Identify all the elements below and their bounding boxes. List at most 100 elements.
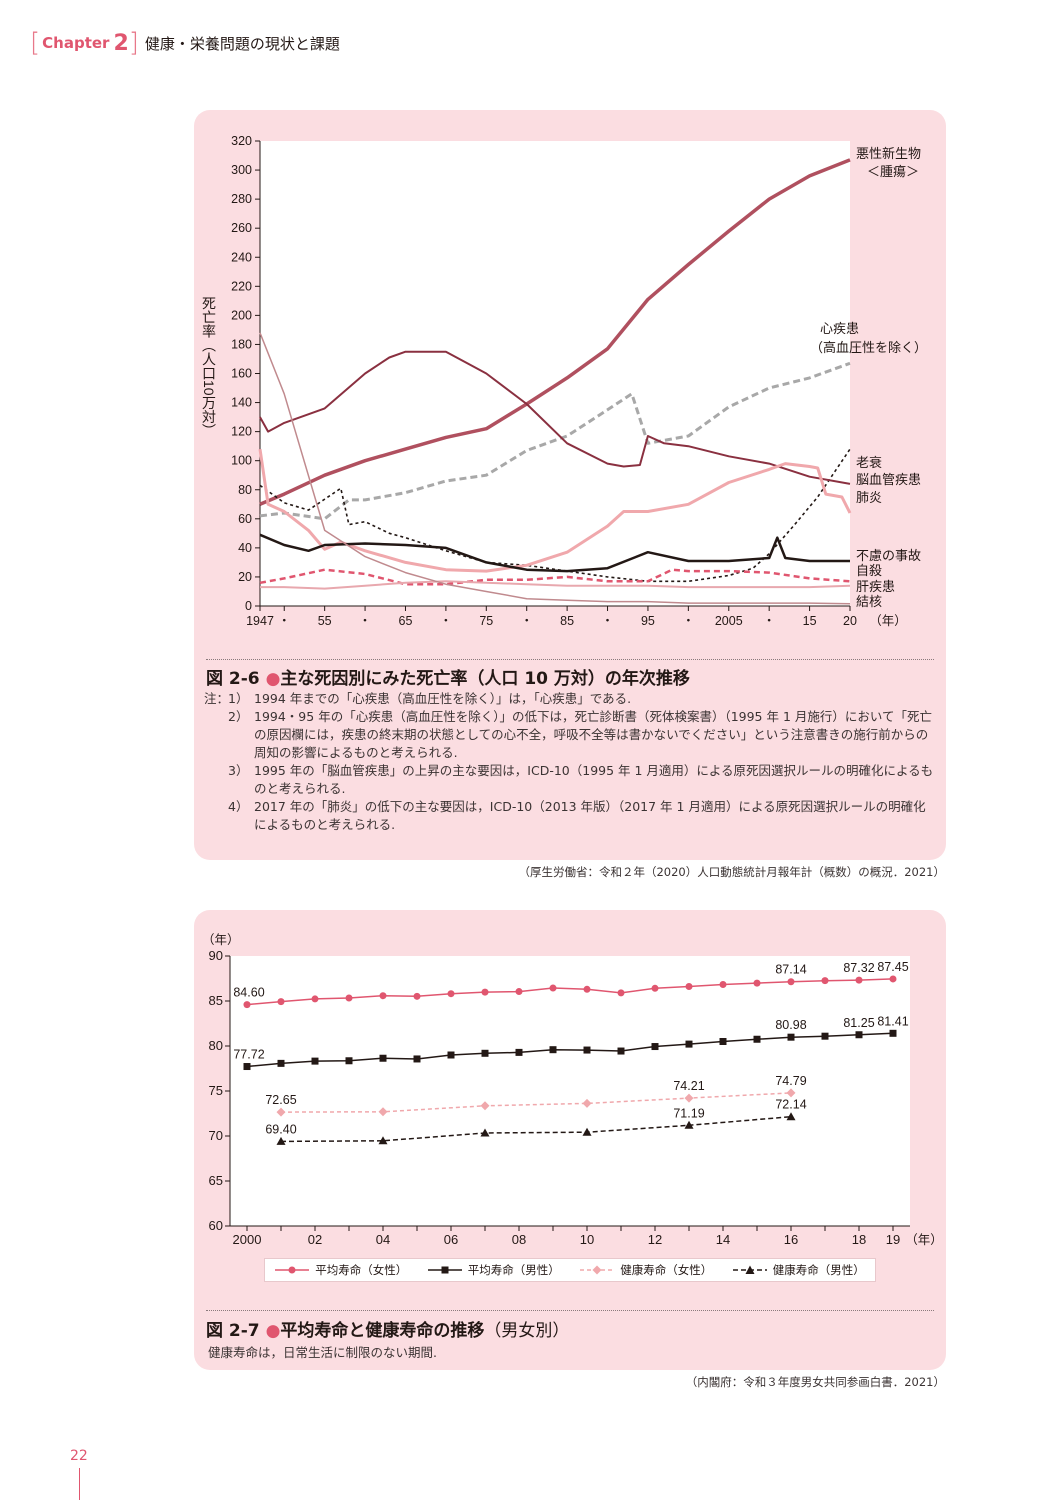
series-line [259, 332, 851, 605]
x-tick-label: ・ [278, 614, 291, 628]
x-tick-label: ・ [763, 614, 776, 628]
data-label: 71.19 [673, 1106, 704, 1120]
data-point [276, 1107, 286, 1117]
x-tick-label: 19 [886, 1232, 900, 1247]
chapter-title: 健康・栄養問題の現状と課題 [144, 34, 340, 53]
series-label: 肺炎 [856, 490, 882, 505]
y-tick-label: 320 [231, 134, 252, 148]
data-point [345, 994, 353, 1002]
note-number: 2） [228, 709, 249, 724]
y-tick-label: 80 [209, 1038, 223, 1053]
y-tick-label: 60 [238, 512, 252, 526]
data-label: 81.41 [877, 1014, 908, 1028]
data-point [855, 976, 863, 984]
series-label: 心疾患 [820, 321, 859, 336]
data-point [311, 995, 319, 1003]
series-label: 不慮の事故 [856, 548, 921, 563]
series-line [259, 568, 851, 586]
x-tick-label: 65 [399, 614, 413, 628]
figure-2-6-panel: 0 20 40 60 80 100 120 140 160 180 200 220 240 260 280 3… [194, 110, 946, 860]
data-point [447, 990, 455, 998]
series-label: 自殺 [856, 563, 882, 578]
bullet-dot-icon: ● [265, 1321, 281, 1341]
circle-marker-icon [275, 1266, 310, 1274]
x-tick-label: 08 [512, 1232, 526, 1247]
x-tick-label: 15 [803, 614, 817, 628]
figure-2-7-source: （内閣府：令和３年度男女共同参画白書．2021） [685, 1375, 945, 1389]
data-point [684, 1093, 694, 1103]
life-expectancy-chart: （年） 60 65 70 75 80 85 90 2000 02 04 06 08 10 12 14 16 18 1… [202, 933, 943, 1247]
data-label: 74.79 [775, 1074, 806, 1088]
data-point [378, 1136, 388, 1145]
data-point [582, 1098, 592, 1108]
data-label: 69.40 [265, 1122, 296, 1136]
figure-2-6-title: 図 2-6 ●主な死因別にみた死亡率（人口 10 万対）の年次推移 [206, 664, 690, 689]
data-point [311, 1057, 319, 1065]
y-tick-label: 220 [231, 279, 252, 293]
data-point [719, 1038, 727, 1045]
series-line [246, 1032, 894, 1068]
data-point [651, 984, 659, 992]
data-point [889, 1029, 897, 1037]
legend-item-male-life: 平均寿命（男性） [427, 1262, 560, 1278]
data-point [447, 1051, 455, 1059]
series-label: 肝疾患 [856, 579, 895, 594]
y-tick-label: 240 [231, 250, 252, 264]
mortality-chart: 0 20 40 60 80 100 120 140 160 180 200 220 240 260 280 3… [201, 134, 927, 628]
x-tick-label: 20 [843, 614, 857, 628]
triangle-marker-icon [732, 1265, 767, 1274]
x-unit-label: （年） [905, 1233, 943, 1247]
y-tick-label: 260 [231, 221, 252, 235]
x-tick-label: 55 [318, 614, 332, 628]
data-point [583, 1046, 591, 1054]
data-point [549, 1046, 557, 1054]
notes-head: 注： [204, 691, 230, 706]
data-point [821, 1032, 829, 1040]
series-label: 悪性新生物 [856, 146, 921, 161]
chart-legend: 平均寿命（女性） 平均寿命（男性） 健康寿命（女性） 健康寿命（男性） [264, 1258, 876, 1282]
x-unit-label: （年） [869, 614, 907, 628]
x-tick-label: ・ [440, 614, 453, 628]
series-label: 脳血管疾患 [856, 472, 921, 487]
y-tick-label: 65 [209, 1173, 223, 1188]
chapter-header: [ Chapter 2 ] 健康・栄養問題の現状と課題 [30, 30, 340, 56]
y-tick-label: 120 [231, 425, 252, 439]
y-tick-label: 20 [238, 570, 252, 584]
x-tick-label: 06 [444, 1232, 458, 1247]
data-point [787, 978, 795, 986]
data-point [277, 1059, 285, 1067]
y-tick-label: 300 [231, 163, 252, 177]
bullet-dot-icon: ● [265, 669, 281, 689]
legend-label: 平均寿命（男性） [467, 1263, 560, 1277]
data-point [582, 1127, 592, 1136]
y-tick-label: 140 [231, 396, 252, 410]
series-line [280, 1115, 792, 1143]
y-tick-label: 200 [231, 308, 252, 322]
figure-2-7-title: 図 2-7 ●平均寿命と健康寿命の推移（男女別） [206, 1316, 569, 1341]
y-tick-label: 90 [209, 948, 223, 963]
figure-2-6-number: 図 2-6 [206, 669, 260, 689]
note-text: 1994 年までの「心疾患（高血圧性を除く）」は，「心疾患」である. [254, 691, 632, 706]
series-line [246, 978, 894, 1006]
data-point [617, 1047, 625, 1055]
data-label: 87.14 [775, 963, 806, 977]
data-point [413, 992, 421, 1000]
data-point [583, 985, 591, 993]
series-label: 老衰 [856, 455, 882, 470]
data-point [277, 998, 285, 1006]
y-tick-label: 85 [209, 993, 223, 1008]
x-tick-label: 2005 [715, 614, 743, 628]
note-row: 2） 1994・95 年の「心疾患（高血圧性を除く）」の低下は，死亡診断書（死体… [204, 708, 934, 762]
data-label: 84.60 [233, 986, 264, 1000]
data-point [787, 1033, 795, 1041]
figure-2-6-notes: 注： 1） 1994 年までの「心疾患（高血圧性を除く）」は，「心疾患」である.… [204, 690, 934, 834]
x-tick-label: 04 [376, 1232, 390, 1247]
figure-2-7-panel: （年） 60 65 70 75 80 85 90 2000 02 04 06 08 10 12 14 16 18 1… [194, 910, 946, 1370]
data-point [481, 988, 489, 996]
page-rule [79, 1468, 80, 1500]
data-point [753, 979, 761, 987]
legend-item-female-life: 平均寿命（女性） [275, 1262, 407, 1278]
data-point [379, 992, 387, 1000]
x-tick-label: ・ [601, 614, 614, 628]
figure-2-6-source: （厚生労働省：令和２年（2020）人口動態統計月報年計（概数）の概況．2021） [518, 865, 945, 879]
